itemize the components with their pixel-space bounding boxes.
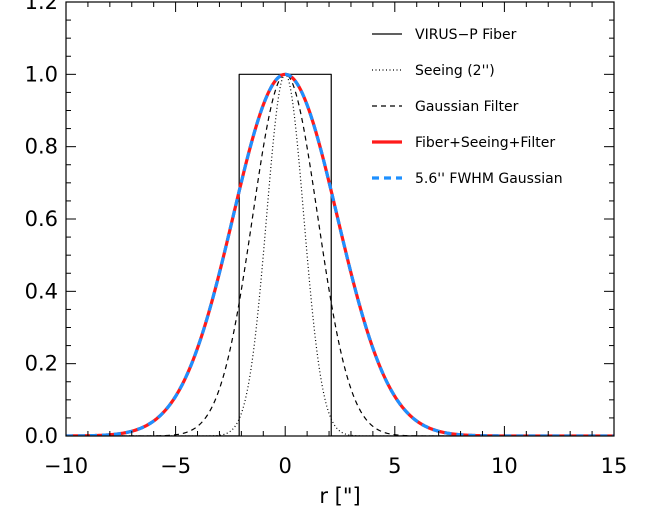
x-tick-label: 0 <box>279 454 292 478</box>
legend: VIRUS−P Fiber Seeing (2'') Gaussian Filter… <box>372 27 563 187</box>
y-tick-label: 0.8 <box>25 135 58 159</box>
series-line-0 <box>66 73 614 436</box>
x-tick-label: −10 <box>44 454 88 478</box>
legend-label: Gaussian Filter <box>415 99 519 115</box>
series-line-2 <box>66 73 614 436</box>
y-tick-label: 0.6 <box>25 207 58 231</box>
y-tick-label: 1.0 <box>25 62 58 86</box>
x-tick-label: 5 <box>388 454 401 478</box>
x-axis-label: r ["] <box>319 484 360 508</box>
y-tick-label: 1.2 <box>25 0 58 14</box>
x-tick-label: 10 <box>491 454 518 478</box>
axes-layer: −10 −5 0 5 10 15 0.0 0.2 0.4 0.6 0.8 1.0 1.2 <box>25 0 628 478</box>
legend-label: Fiber+Seeing+Filter <box>415 135 555 151</box>
y-tick-label: 0.4 <box>25 279 58 303</box>
series-line-1 <box>66 73 614 436</box>
x-tick-label: −5 <box>160 454 191 478</box>
y-tick-label: 0.2 <box>25 352 58 376</box>
plot-frame <box>65 1 615 437</box>
series-line-4 <box>66 72 614 436</box>
legend-label: VIRUS−P Fiber <box>415 27 517 43</box>
legend-label: 5.6'' FWHM Gaussian <box>415 171 563 187</box>
y-tick-label: 0.0 <box>25 424 58 448</box>
series-line-3 <box>66 72 614 436</box>
series-layer <box>66 72 614 436</box>
legend-label: Seeing (2'') <box>415 63 495 79</box>
x-tick-label: 15 <box>601 454 628 478</box>
